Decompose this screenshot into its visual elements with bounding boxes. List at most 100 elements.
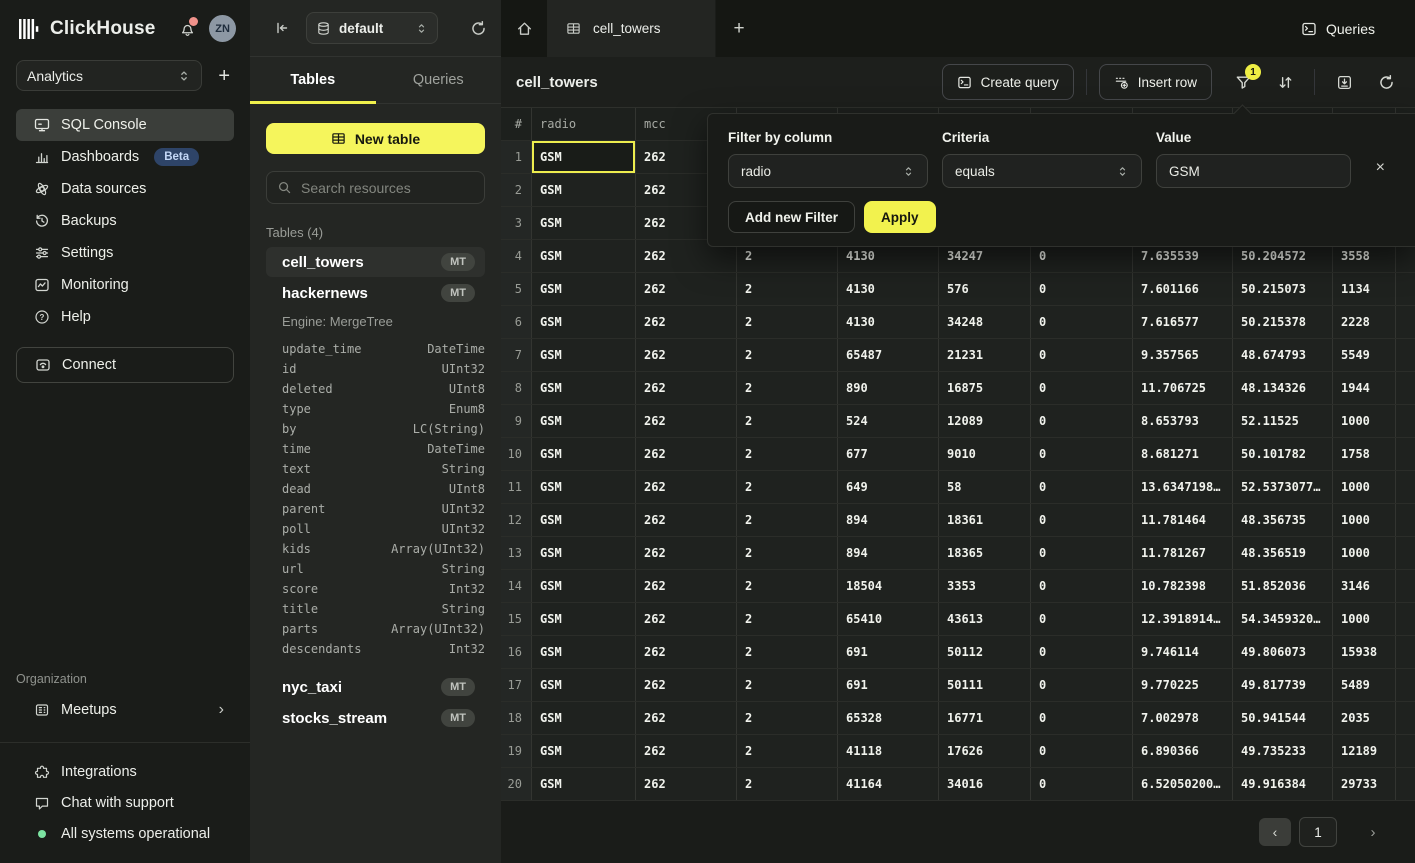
table-cell-cell[interactable]: 9010 [939,438,1031,470]
table-cell-mcc[interactable]: 262 [636,669,737,701]
table-cell-cell[interactable]: 21231 [939,339,1031,371]
table-cell-lon[interactable]: 7.616577 [1133,306,1233,338]
table-cell-mcc[interactable]: 262 [636,768,737,800]
table-cell-net[interactable]: 2 [737,603,838,635]
table-cell-radio[interactable]: GSM [532,735,636,767]
table-cell-unit[interactable]: 0 [1031,306,1133,338]
table-cell-cell[interactable]: 12089 [939,405,1031,437]
home-tab[interactable] [501,0,548,57]
system-status[interactable]: All systems operational [16,819,234,849]
add-workspace-button[interactable]: + [214,64,234,88]
table-cell-range[interactable]: 5489 [1333,669,1396,701]
sidebar-item-monitoring[interactable]: Monitoring [16,269,234,301]
table-cell-lat[interactable]: 52.11525 [1233,405,1333,437]
table-cell-lon[interactable]: 13.6347198… [1133,471,1233,503]
table-cell-lat[interactable]: 54.3459320… [1233,603,1333,635]
table-cell-unit[interactable]: 0 [1031,537,1133,569]
table-cell-net[interactable]: 2 [737,471,838,503]
table-cell-area[interactable]: 894 [838,537,939,569]
table-cell-lon[interactable]: 11.781267 [1133,537,1233,569]
avatar[interactable]: ZN [209,15,236,42]
apply-filter-button[interactable]: Apply [864,201,936,233]
table-cell-area[interactable]: 65410 [838,603,939,635]
table-cell-range[interactable]: 1000 [1333,471,1396,503]
sidebar-item-meetups[interactable]: Meetups › [16,694,234,726]
table-cell-lon[interactable]: 9.770225 [1133,669,1233,701]
table-cell-net[interactable]: 2 [737,339,838,371]
table-cell-unit[interactable]: 0 [1031,438,1133,470]
table-cell-range[interactable]: 3146 [1333,570,1396,602]
table-list-item-cell-towers[interactable]: cell_towers MT [266,247,485,277]
sidebar-item-help[interactable]: ? Help [16,301,234,333]
table-cell-cell[interactable]: 34248 [939,306,1031,338]
table-cell-radio[interactable]: GSM [532,372,636,404]
table-cell-lat[interactable]: 50.941544 [1233,702,1333,734]
table-cell-net[interactable]: 2 [737,438,838,470]
table-cell-lon[interactable]: 12.3918914… [1133,603,1233,635]
table-cell-range[interactable]: 1000 [1333,405,1396,437]
insert-row-button[interactable]: Insert row [1099,64,1212,100]
table-cell-net[interactable]: 2 [737,669,838,701]
table-cell-area[interactable]: 524 [838,405,939,437]
table-cell-mcc[interactable]: 262 [636,471,737,503]
table-cell-cell[interactable]: 50112 [939,636,1031,668]
table-cell-radio[interactable]: GSM [532,636,636,668]
workspace-select[interactable]: Analytics [16,60,202,91]
table-cell-cell[interactable]: 58 [939,471,1031,503]
sidebar-item-dashboards[interactable]: Dashboards Beta [16,141,234,173]
table-cell-lon[interactable]: 10.782398 [1133,570,1233,602]
sidebar-item-settings[interactable]: Settings [16,237,234,269]
table-cell-lat[interactable]: 49.817739 [1233,669,1333,701]
table-cell-unit[interactable]: 0 [1031,768,1133,800]
add-new-filter-button[interactable]: Add new Filter [728,201,855,233]
table-cell-range[interactable]: 2228 [1333,306,1396,338]
table-cell-radio[interactable]: GSM [532,570,636,602]
sidebar-item-sql-console[interactable]: SQL Console [16,109,234,141]
refresh-icon-button[interactable] [1369,65,1403,99]
table-cell-area[interactable]: 41118 [838,735,939,767]
table-cell-mcc[interactable]: 262 [636,636,737,668]
table-cell-radio[interactable]: GSM [532,438,636,470]
table-cell-lon[interactable]: 11.706725 [1133,372,1233,404]
table-cell-mcc[interactable]: 262 [636,372,737,404]
table-cell-lat[interactable]: 49.806073 [1233,636,1333,668]
table-cell-net[interactable]: 2 [737,306,838,338]
table-cell-unit[interactable]: 0 [1031,273,1133,305]
table-cell-lon[interactable]: 6.890366 [1133,735,1233,767]
table-cell-lon[interactable]: 9.746114 [1133,636,1233,668]
table-cell-area[interactable]: 41164 [838,768,939,800]
table-cell-lat[interactable]: 51.852036 [1233,570,1333,602]
table-cell-area[interactable]: 65328 [838,702,939,734]
table-cell-range[interactable]: 1000 [1333,603,1396,635]
table-cell-radio[interactable]: GSM [532,207,636,239]
table-cell-mcc[interactable]: 262 [636,603,737,635]
sidebar-item-backups[interactable]: Backups [16,205,234,237]
filter-icon-button[interactable]: 1 [1226,65,1260,99]
table-cell-lat[interactable]: 49.735233 [1233,735,1333,767]
table-cell-net[interactable]: 2 [737,372,838,404]
tab-tables[interactable]: Tables [250,57,376,103]
table-cell-mcc[interactable]: 262 [636,735,737,767]
table-cell-lon[interactable]: 7.002978 [1133,702,1233,734]
table-cell-mcc[interactable]: 262 [636,570,737,602]
pagination-next-button[interactable]: › [1359,818,1387,846]
table-cell-area[interactable]: 894 [838,504,939,536]
table-cell-net[interactable]: 2 [737,735,838,767]
create-query-button[interactable]: Create query [942,64,1074,100]
table-cell-cell[interactable]: 43613 [939,603,1031,635]
table-cell-radio[interactable]: GSM [532,405,636,437]
table-cell-mcc[interactable]: 262 [636,438,737,470]
pagination-prev-button[interactable]: ‹ [1259,818,1291,846]
table-cell-area[interactable]: 18504 [838,570,939,602]
table-cell-area[interactable]: 691 [838,636,939,668]
table-cell-net[interactable]: 2 [737,702,838,734]
table-cell-unit[interactable]: 0 [1031,339,1133,371]
table-cell-radio[interactable]: GSM [532,141,636,173]
table-cell-lat[interactable]: 49.916384 [1233,768,1333,800]
table-cell-radio[interactable]: GSM [532,504,636,536]
table-cell-area[interactable]: 890 [838,372,939,404]
filter-column-select[interactable]: radio [728,154,928,188]
table-cell-range[interactable]: 29733 [1333,768,1396,800]
table-cell-net[interactable]: 2 [737,570,838,602]
table-cell-net[interactable]: 2 [737,768,838,800]
